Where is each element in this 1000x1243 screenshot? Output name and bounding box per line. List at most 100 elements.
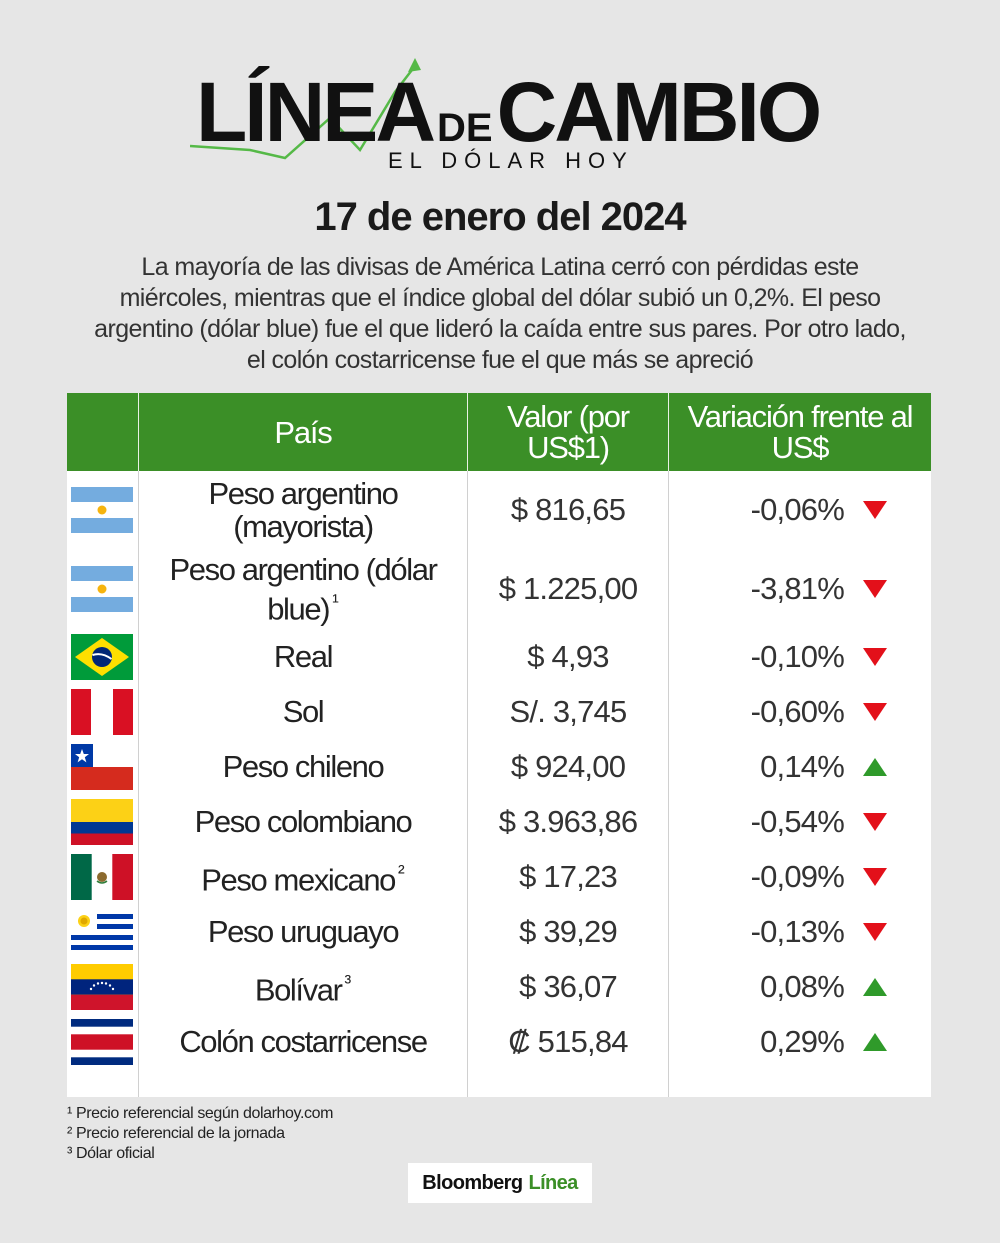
arrow-down-icon <box>863 647 887 666</box>
arrow-down-icon <box>863 702 887 721</box>
header-value: Valor (por US$1) <box>507 399 630 465</box>
flag-cell <box>71 739 133 794</box>
flag-cell <box>71 629 133 684</box>
rate-value: $ 17,23 <box>519 858 618 894</box>
table-row: Peso argentino (mayorista) $ 816,65 -0,06% <box>67 471 931 549</box>
country-name: Sol <box>139 684 467 739</box>
arrow-down-icon <box>863 922 887 941</box>
table-row: Peso mexicano ² $ 17,23 -0,09% <box>67 849 931 904</box>
rate-value: ₡ 515,84 <box>508 1023 628 1059</box>
footnote-3: ³ Dólar oficial <box>67 1145 155 1162</box>
brazil-flag <box>71 633 133 680</box>
arrow-down-icon <box>863 501 887 519</box>
country-label: Bolívar <box>254 972 343 1008</box>
change-percent: -0,54% <box>750 803 845 839</box>
change-percent: -0,60% <box>750 693 845 729</box>
country-name: Peso mexicano ² <box>139 849 467 904</box>
country-label: Colón costarricense <box>179 1024 428 1059</box>
country-name: Real <box>139 629 467 684</box>
header-country: País <box>274 414 332 450</box>
arrow-up-icon <box>863 757 887 776</box>
uruguay-flag <box>71 908 133 955</box>
arrow-up-icon <box>863 977 887 996</box>
change-percent: -0,10% <box>750 638 845 674</box>
page-date: 17 de enero del 2024 <box>314 195 686 239</box>
flag-cell <box>71 549 133 629</box>
rate-value: $ 3.963,86 <box>498 803 638 839</box>
footnote-2: ² Precio referencial de la jornada <box>67 1125 285 1142</box>
country-name: Peso argentino (dólar blue) ¹ <box>139 549 467 629</box>
brand-name: Bloomberg <box>422 1171 523 1194</box>
country-label: Sol <box>282 694 325 729</box>
country-label: Real <box>273 639 334 674</box>
colombia-flag <box>71 798 133 845</box>
arrow-down-icon <box>863 867 887 886</box>
rate-value: $ 39,29 <box>519 913 618 949</box>
rate-value: $ 816,65 <box>510 492 626 527</box>
brand-accent: Línea <box>528 1171 578 1194</box>
country-name: Peso argentino (mayorista) <box>139 471 467 549</box>
table-row: Peso chileno $ 924,00 0,14% <box>67 739 931 794</box>
rate-value: S/. 3,745 <box>509 693 628 729</box>
country-label: Peso argentino (dólar blue) <box>169 551 437 627</box>
logo-title: LÍNEA DECAMBIO <box>196 70 822 170</box>
footnote-marker: ¹ <box>332 590 339 613</box>
chile-flag <box>71 743 133 790</box>
argentina-flag <box>71 487 133 533</box>
table-row: Peso argentino (dólar blue) ¹ $ 1.225,00 -3… <box>67 549 931 629</box>
country-name: Bolívar ³ <box>139 959 467 1014</box>
country-name: Peso chileno <box>139 739 467 794</box>
flag-cell <box>71 794 133 849</box>
rate-value: $ 924,00 <box>510 748 626 784</box>
change-percent: 0,08% <box>760 968 845 1004</box>
flag-cell <box>71 904 133 959</box>
table-row: Peso colombiano $ 3.963,86 -0,54% <box>67 794 931 849</box>
flag-cell <box>71 684 133 739</box>
footnote-1: ¹ Precio referencial según dolarhoy.com <box>67 1105 334 1122</box>
header-divider <box>668 393 669 471</box>
venezuela-flag <box>71 963 133 1010</box>
logo-title-de: DE <box>437 106 493 150</box>
logo-subtitle: EL DÓLAR HOY <box>388 148 634 173</box>
exchange-rate-table: País Valor (por US$1) Variación frente a… <box>67 393 931 1097</box>
table-row: Real $ 4,93 -0,10% <box>67 629 931 684</box>
arrow-up-icon <box>863 1032 887 1051</box>
country-name: Peso uruguayo <box>139 904 467 959</box>
intro-paragraph: La mayoría de las divisas de América Lat… <box>94 253 906 374</box>
footnote-marker: ³ <box>344 971 352 994</box>
costa-rica-flag <box>71 1018 133 1065</box>
rate-value: $ 4,93 <box>527 638 609 674</box>
country-label: Peso mexicano <box>201 862 396 898</box>
flag-cell <box>71 471 133 549</box>
logo-title-cambio: CAMBIO <box>496 65 823 159</box>
flag-cell <box>71 1014 133 1069</box>
change-percent: -0,06% <box>750 492 845 527</box>
rate-value: $ 36,07 <box>519 968 618 1004</box>
flag-cell <box>71 849 133 904</box>
table-row: Colón costarricense ₡ 515,84 0,29% <box>67 1014 931 1069</box>
rate-value: $ 1.225,00 <box>498 571 638 606</box>
brand-logo: Bloomberg Línea <box>408 1163 592 1203</box>
logo: LÍNEA DECAMBIO EL DÓLAR HOY <box>190 58 850 178</box>
table-row: Peso uruguayo $ 39,29 -0,13% <box>67 904 931 959</box>
country-label: Peso colombiano <box>194 804 413 839</box>
header-divider <box>138 393 139 471</box>
peru-flag <box>71 688 133 735</box>
country-label: Peso argentino (mayorista) <box>208 476 399 544</box>
header-change: Variación frente al US$ <box>687 399 914 465</box>
table-row: Bolívar ³ $ 36,07 0,08% <box>67 959 931 1014</box>
change-percent: -0,13% <box>750 913 845 949</box>
logo-title-linea: LÍNEA <box>196 65 436 159</box>
mexico-flag <box>71 853 133 900</box>
change-percent: -3,81% <box>750 571 845 606</box>
argentina-flag <box>71 566 133 612</box>
column-divider <box>138 393 139 1097</box>
header-divider <box>467 393 468 471</box>
change-percent: 0,29% <box>760 1023 845 1059</box>
trend-line-icon <box>190 58 421 160</box>
country-label: Peso chileno <box>222 749 385 784</box>
arrow-down-icon <box>863 580 887 598</box>
change-percent: 0,14% <box>760 748 845 784</box>
table-header: País Valor (por US$1) Variación frente a… <box>67 393 931 471</box>
column-divider <box>467 393 468 1097</box>
